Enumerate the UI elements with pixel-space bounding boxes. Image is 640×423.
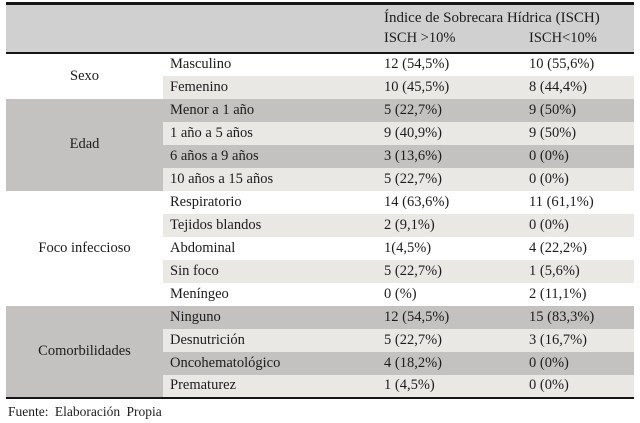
table-row: Sin foco 5 (22,7%) 1 (5,6%) [6, 259, 634, 283]
table-row: Comorbilidades Ninguno 12 (54,5%) 15 (83,3%… [6, 305, 634, 398]
table-row: Tejidos blandos 2 (9,1%) 0 (0%) [6, 213, 634, 237]
value-cell: 1(4,5%) [381, 236, 525, 260]
table-row: Foco infeccioso Respiratorio 14 (63,6%) 11 … [6, 190, 634, 306]
value-cell: 10 (55,6%) [525, 52, 634, 76]
value-cell: 3 (13,6%) [381, 144, 525, 168]
value-cell: 14 (63,6%) [381, 190, 525, 214]
category-cell: 10 años a 15 años [163, 167, 381, 191]
category-cell: Respiratorio [163, 190, 381, 214]
table-row: Abdominal 1(4,5%) 4 (22,2%) [6, 236, 634, 260]
header-subcolumn-row: ISCH >10% ISCH<10% [6, 29, 634, 54]
value-cell: 11 (61,1%) [525, 190, 634, 214]
header-title-row: Índice de Sobrecara Hídrica (ISCH) [6, 3, 634, 30]
category-cell: Meníngeo [163, 282, 381, 306]
value-cell: 9 (50%) [525, 121, 634, 145]
table-row: Sexo Masculino 12 (54,5%) 10 (55,6%) [6, 52, 634, 99]
table-header: Índice de Sobrecara Hídrica (ISCH) ISCH … [6, 3, 634, 54]
value-cell: 15 (83,3%) [525, 305, 634, 329]
category-cell: 1 año a 5 años [163, 121, 381, 145]
column-header-isch-gt10: ISCH >10% [381, 29, 525, 54]
table-row: 1 año a 5 años 9 (40,9%) 9 (50%) [6, 121, 634, 145]
group-label: Edad [6, 98, 163, 191]
category-cell: Femenino [163, 75, 381, 99]
group-label: Foco infeccioso [6, 190, 163, 306]
header-blank-cell [6, 3, 381, 30]
table-row: Prematurez 1 (4,5%) 0 (0%) [6, 374, 634, 398]
value-cell: 4 (22,2%) [525, 236, 634, 260]
source-note: Fuente: Elaboración Propia [8, 403, 162, 419]
category-cell: Sin foco [163, 259, 381, 283]
isch-table: Índice de Sobrecara Hídrica (ISCH) ISCH … [6, 2, 634, 399]
value-cell: 0 (0%) [525, 213, 634, 237]
value-cell: 2 (11,1%) [525, 282, 634, 306]
category-cell: Prematurez [163, 374, 381, 398]
value-cell: 0 (0%) [525, 374, 634, 398]
table-row: Femenino 10 (45,5%) 8 (44,4%) [6, 75, 634, 99]
category-cell: Oncohematológico [163, 351, 381, 375]
value-cell: 0 (0%) [525, 144, 634, 168]
table-row: Meníngeo 0 (%) 2 (11,1%) [6, 282, 634, 306]
value-cell: 0 (0%) [525, 167, 634, 191]
value-cell: 5 (22,7%) [381, 328, 525, 352]
category-cell: Tejidos blandos [163, 213, 381, 237]
value-cell: 12 (54,5%) [381, 52, 525, 76]
value-cell: 2 (9,1%) [381, 213, 525, 237]
group-label: Sexo [6, 52, 163, 99]
table-row: 6 años a 9 años 3 (13,6%) 0 (0%) [6, 144, 634, 168]
value-cell: 1 (5,6%) [525, 259, 634, 283]
category-cell: Masculino [163, 52, 381, 76]
value-cell: 3 (16,7%) [525, 328, 634, 352]
category-cell: Desnutrición [163, 328, 381, 352]
value-cell: 12 (54,5%) [381, 305, 525, 329]
category-cell: Menor a 1 año [163, 98, 381, 122]
category-cell: Ninguno [163, 305, 381, 329]
category-cell: 6 años a 9 años [163, 144, 381, 168]
value-cell: 0 (%) [381, 282, 525, 306]
value-cell: 5 (22,7%) [381, 259, 525, 283]
table-row: Edad Menor a 1 año 5 (22,7%) 9 (50%) [6, 98, 634, 191]
value-cell: 5 (22,7%) [381, 98, 525, 122]
value-cell: 9 (40,9%) [381, 121, 525, 145]
value-cell: 10 (45,5%) [381, 75, 525, 99]
table-row: Oncohematológico 4 (18,2%) 0 (0%) [6, 351, 634, 375]
header-title: Índice de Sobrecara Hídrica (ISCH) [381, 3, 634, 30]
header-blank-cell [6, 29, 381, 54]
value-cell: 0 (0%) [525, 351, 634, 375]
value-cell: 9 (50%) [525, 98, 634, 122]
category-cell: Abdominal [163, 236, 381, 260]
value-cell: 1 (4,5%) [381, 374, 525, 398]
value-cell: 4 (18,2%) [381, 351, 525, 375]
column-header-isch-lt10: ISCH<10% [525, 29, 634, 54]
table-row: Desnutrición 5 (22,7%) 3 (16,7%) [6, 328, 634, 352]
value-cell: 5 (22,7%) [381, 167, 525, 191]
value-cell: 8 (44,4%) [525, 75, 634, 99]
group-label: Comorbilidades [6, 305, 163, 398]
table-row: 10 años a 15 años 5 (22,7%) 0 (0%) [6, 167, 634, 191]
table-body: Sexo Masculino 12 (54,5%) 10 (55,6%) Femenin… [6, 52, 634, 398]
